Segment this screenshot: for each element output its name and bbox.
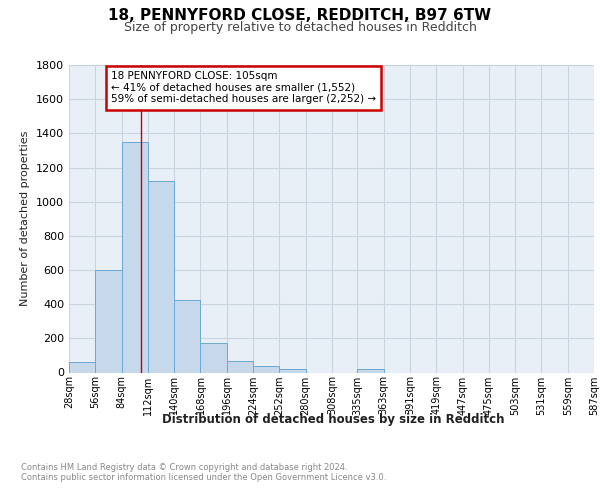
Bar	[200, 344, 227, 372]
Bar	[280, 370, 305, 372]
Y-axis label: Number of detached properties: Number of detached properties	[20, 131, 31, 306]
Bar	[253, 366, 280, 372]
Text: Contains public sector information licensed under the Open Government Licence v3: Contains public sector information licen…	[21, 474, 386, 482]
Text: 18 PENNYFORD CLOSE: 105sqm
← 41% of detached houses are smaller (1,552)
59% of s: 18 PENNYFORD CLOSE: 105sqm ← 41% of deta…	[111, 71, 376, 104]
Bar	[174, 300, 200, 372]
Bar	[227, 362, 253, 372]
Text: Contains HM Land Registry data © Crown copyright and database right 2024.: Contains HM Land Registry data © Crown c…	[21, 464, 347, 472]
Bar	[95, 270, 122, 372]
Bar	[69, 362, 95, 372]
Text: 18, PENNYFORD CLOSE, REDDITCH, B97 6TW: 18, PENNYFORD CLOSE, REDDITCH, B97 6TW	[109, 8, 491, 22]
Text: Size of property relative to detached houses in Redditch: Size of property relative to detached ho…	[124, 21, 476, 34]
Bar	[122, 142, 148, 372]
Bar	[148, 181, 174, 372]
Text: Distribution of detached houses by size in Redditch: Distribution of detached houses by size …	[162, 412, 504, 426]
Bar	[358, 370, 383, 372]
